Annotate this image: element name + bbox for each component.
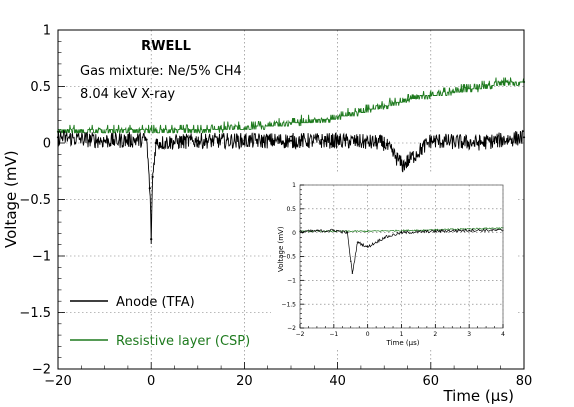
y-tick-label: −1	[287, 277, 296, 284]
data-point	[103, 139, 106, 142]
y-tick-label: −2	[32, 363, 51, 378]
data-point	[453, 91, 456, 94]
data-point	[406, 99, 409, 102]
data-point	[429, 94, 432, 97]
data-point	[196, 139, 199, 142]
x-tick-label: 2	[433, 331, 437, 338]
inset-x-axis-label: Time (µs)	[386, 339, 420, 347]
y-tick-label: −2	[287, 325, 296, 332]
annotation-xray-energy: 8.04 keV X-ray	[80, 87, 175, 102]
data-point	[336, 139, 339, 142]
data-point	[383, 141, 386, 145]
data-point	[196, 129, 199, 132]
x-tick-label: 80	[516, 374, 533, 389]
data-point	[346, 232, 349, 234]
data-point	[289, 139, 293, 142]
main-y-axis-label: Voltage (mV)	[2, 150, 20, 248]
y-tick-label: −1.5	[19, 306, 51, 321]
y-tick-label: 0	[292, 230, 296, 237]
data-point	[499, 83, 502, 86]
data-point	[243, 139, 246, 142]
data-point	[383, 105, 386, 108]
y-tick-label: −0.5	[281, 254, 296, 261]
data-point	[383, 236, 386, 239]
data-point	[468, 229, 470, 231]
x-tick-label: −20	[44, 374, 71, 389]
data-point	[148, 187, 151, 190]
x-tick-label: 4	[501, 331, 505, 338]
y-tick-label: 1	[43, 24, 51, 39]
x-tick-label: 1	[400, 331, 404, 338]
x-tick-label: −1	[329, 331, 338, 338]
data-point	[476, 87, 479, 90]
data-point	[150, 238, 153, 241]
data-point	[351, 272, 354, 274]
y-tick-label: 1	[292, 182, 296, 189]
data-point	[243, 127, 246, 130]
main-x-axis: −20 0 20 40 60 80	[44, 362, 532, 389]
main-x-axis-label: Time (µs)	[442, 387, 514, 405]
x-tick-label: 0	[147, 374, 155, 389]
y-tick-label: −0.5	[19, 193, 51, 208]
data-point	[367, 230, 369, 232]
series-line-resistive	[58, 77, 525, 134]
y-tick-label: −1.5	[281, 301, 296, 308]
data-point	[476, 141, 479, 145]
inset-y-axis: −2 −1.5 −1 −0.5 0 0.5 1	[281, 182, 304, 332]
x-tick-label: 60	[423, 374, 440, 389]
series-line-anode	[57, 129, 525, 245]
data-point	[145, 138, 148, 141]
y-tick-label: −1	[32, 250, 51, 265]
x-tick-label: 40	[329, 374, 346, 389]
data-point	[151, 175, 154, 178]
inset-x-axis: −2 −1 0 1 2 3 4	[296, 324, 505, 338]
data-point	[350, 260, 352, 262]
y-tick-label: 0	[43, 137, 51, 152]
legend-label-anode: Anode (TFA)	[116, 295, 195, 310]
data-point	[336, 117, 339, 120]
inset-background	[271, 173, 516, 348]
legend-label-resistive: Resistive layer (CSP)	[116, 334, 250, 349]
x-tick-label: 20	[236, 374, 253, 389]
data-point	[154, 141, 157, 145]
x-tick-label: 0	[366, 331, 370, 338]
data-point	[429, 139, 432, 142]
data-point	[400, 232, 403, 234]
main-y-axis: −2 −1.5 −1 −0.5 0 0.5 1	[19, 24, 65, 378]
x-tick-label: 3	[467, 331, 471, 338]
data-point	[434, 230, 436, 232]
annotation-gas-mixture: Gas mixture: Ne/5% CH4	[80, 64, 242, 79]
data-point	[289, 122, 293, 125]
x-tick-label: −2	[296, 331, 305, 338]
main-series	[56, 77, 526, 245]
data-point	[356, 241, 359, 243]
y-tick-label: 0.5	[286, 206, 296, 213]
legend: Anode (TFA) Resistive layer (CSP)	[70, 295, 250, 349]
data-point	[401, 164, 404, 167]
data-point	[333, 229, 335, 231]
chart-title: RWELL	[141, 39, 191, 54]
data-point	[367, 246, 369, 248]
inset-y-axis-label: Voltage (mV)	[277, 226, 285, 272]
y-tick-label: 0.5	[30, 80, 51, 95]
